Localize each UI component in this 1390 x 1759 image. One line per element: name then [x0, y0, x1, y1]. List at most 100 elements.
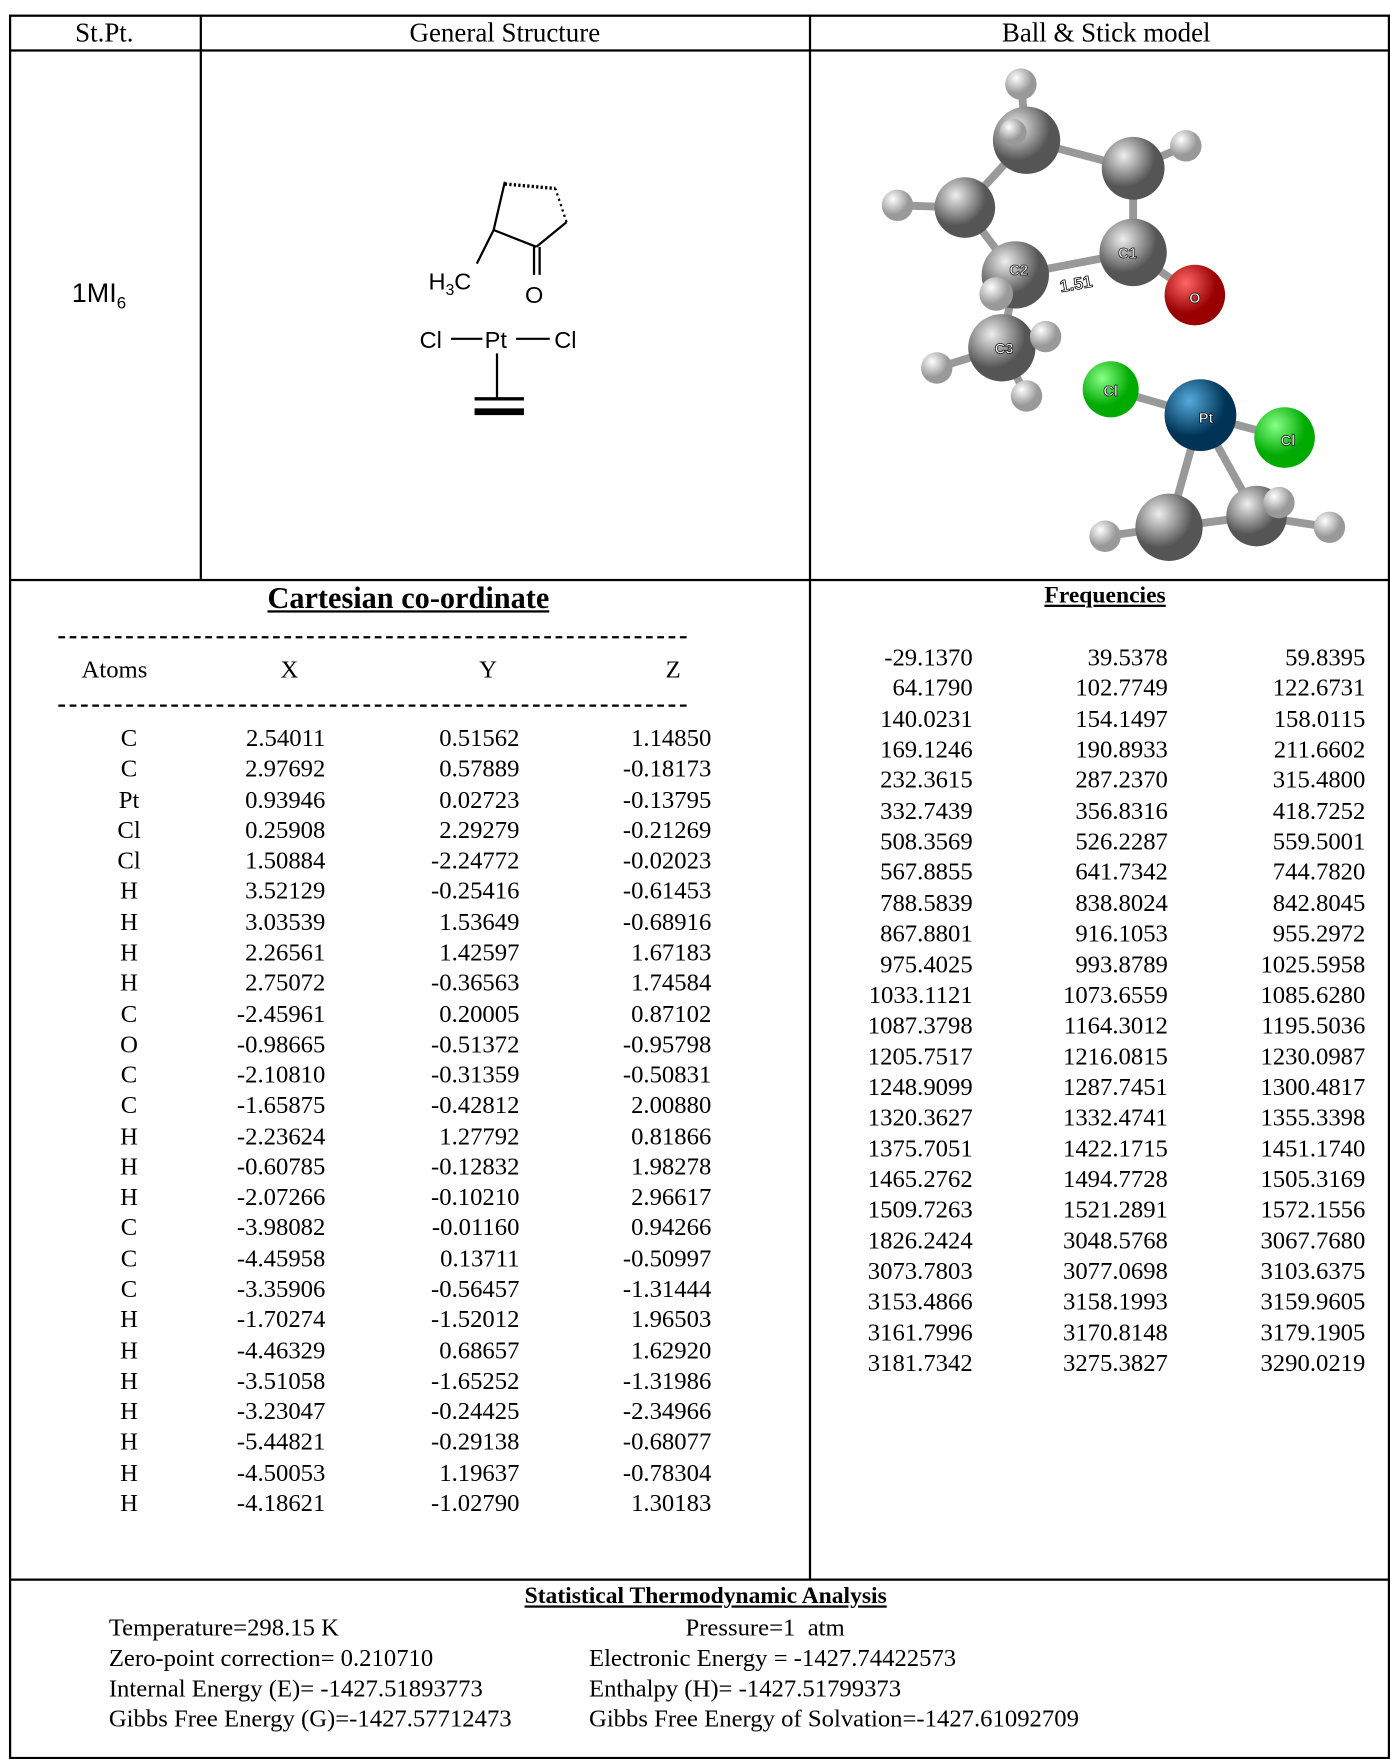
- frequency: 838.8024: [1075, 891, 1168, 916]
- frequency: 332.7439: [880, 799, 973, 824]
- coordinate: -0.98665: [237, 1032, 325, 1057]
- atom: Pt: [119, 787, 140, 812]
- coordinate: 1.19637: [439, 1460, 519, 1485]
- bond-bar: [475, 408, 524, 415]
- coordinate: -0.78304: [623, 1460, 711, 1485]
- coordinate: 0.13711: [440, 1246, 519, 1271]
- atom: Pt: [485, 327, 508, 353]
- frequency: 3048.5768: [1063, 1228, 1168, 1253]
- frequency: 102.7749: [1075, 676, 1168, 701]
- atom-ball: [1030, 321, 1061, 352]
- frequency: 211.6602: [1274, 737, 1366, 762]
- coordinate: -3.98082: [237, 1216, 325, 1241]
- bond-bar: [475, 397, 524, 400]
- coordinate: -0.95798: [623, 1032, 711, 1057]
- coordinate: -0.25416: [431, 879, 519, 904]
- atom-ball: [921, 352, 952, 383]
- coordinate: 0.93946: [245, 787, 325, 812]
- frequency: 1332.4741: [1063, 1105, 1168, 1130]
- coordinate: -0.56457: [431, 1277, 519, 1302]
- atom-ball: [1005, 68, 1036, 99]
- rule: [1388, 15, 1390, 1759]
- frequency: 1230.0987: [1260, 1044, 1365, 1069]
- coordinate: -0.68916: [623, 909, 711, 934]
- atom-ball: [882, 190, 913, 221]
- frequency: 1505.3169: [1260, 1167, 1365, 1192]
- coordinate: 1.53649: [439, 909, 519, 934]
- coordinate: -2.23624: [237, 1124, 325, 1149]
- atom: Cl: [420, 327, 442, 353]
- header-cell: General Structure: [410, 20, 601, 47]
- thermo-value: Zero-point correction= 0.210710: [109, 1646, 433, 1671]
- atom-label: C3: [995, 341, 1014, 357]
- frequency: 1085.6280: [1260, 983, 1365, 1008]
- coordinate: 1.67183: [631, 940, 711, 965]
- atom-ball: [1170, 130, 1201, 161]
- coordinate: 0.25908: [245, 818, 325, 843]
- header-cell: Ball & Stick model: [1002, 20, 1211, 47]
- coordinate: -4.46329: [237, 1338, 325, 1363]
- column-header: Z: [666, 657, 681, 682]
- coordinate: 3.52129: [245, 879, 325, 904]
- atom: H: [120, 1369, 138, 1394]
- frequency: 356.8316: [1075, 799, 1168, 824]
- coordinate: -0.42812: [431, 1093, 519, 1118]
- atom: C: [121, 1216, 137, 1241]
- atom: H: [120, 1491, 138, 1516]
- frequency: 232.3615: [880, 768, 973, 793]
- coordinate: 0.51562: [439, 726, 519, 751]
- coordinate: 2.29279: [439, 818, 519, 843]
- atom-ball: [1314, 512, 1345, 543]
- atom: C: [121, 1093, 137, 1118]
- thermo-value: Gibbs Free Energy (G)=-1427.57712473: [109, 1706, 512, 1731]
- coordinate: 1.14850: [631, 726, 711, 751]
- coordinate: 0.87102: [631, 1001, 711, 1026]
- frequency: 526.2287: [1075, 829, 1168, 854]
- coordinate: 2.96617: [631, 1185, 711, 1210]
- frequency: 3170.8148: [1063, 1320, 1168, 1345]
- atom: H: [120, 1307, 138, 1332]
- coordinate: -0.60785: [237, 1154, 325, 1179]
- atom: O: [120, 1032, 138, 1057]
- coordinate: -4.50053: [237, 1460, 325, 1485]
- frequency: 140.0231: [880, 706, 973, 731]
- coordinate: 1.30183: [631, 1491, 711, 1516]
- coordinate: -2.10810: [237, 1063, 325, 1088]
- atom: C: [454, 268, 471, 294]
- coordinate: 0.57889: [439, 756, 519, 781]
- coordinate: 0.68657: [439, 1338, 519, 1363]
- frequency: 1300.4817: [1260, 1075, 1365, 1100]
- coordinate: -0.24425: [431, 1399, 519, 1424]
- coordinate: -0.68077: [623, 1430, 711, 1455]
- atom: H: [120, 1338, 138, 1363]
- coordinate: 1.42597: [439, 940, 519, 965]
- document: St.Pt. General Structure Ball & Stick mo…: [0, 0, 1390, 1759]
- coordinate: -0.12832: [431, 1154, 519, 1179]
- coordinate: 2.97692: [245, 756, 325, 781]
- frequency: 1375.7051: [868, 1136, 973, 1161]
- atom-ball: [979, 277, 1013, 311]
- frequency: 1073.6559: [1063, 983, 1168, 1008]
- column-header: X: [281, 657, 299, 682]
- atom-ball: [1135, 494, 1202, 561]
- atom: Cl: [554, 327, 576, 353]
- thermo-value: Gibbs Free Energy of Solvation=-1427.610…: [589, 1706, 1079, 1731]
- frequency: 315.4800: [1273, 768, 1366, 793]
- thermo-value: Pressure=1 atm: [685, 1616, 844, 1641]
- atom-label: Cl: [1281, 433, 1296, 449]
- coordinate: -0.10210: [431, 1185, 519, 1210]
- coordinate: -5.44821: [237, 1430, 325, 1455]
- frequency: 867.8801: [880, 921, 973, 946]
- atom: H: [120, 909, 138, 934]
- frequency: 1164.3012: [1064, 1013, 1168, 1038]
- frequency: 1465.2762: [868, 1167, 973, 1192]
- atom-ball: [1000, 119, 1027, 146]
- frequency: 59.8395: [1285, 645, 1365, 670]
- atom-ball: [935, 177, 996, 238]
- rule: [9, 15, 1390, 17]
- atom: C: [121, 1063, 137, 1088]
- frequency: 567.8855: [880, 860, 973, 885]
- coordinate: -1.65252: [431, 1369, 519, 1394]
- coordinate: 2.75072: [245, 971, 325, 996]
- coordinate: -1.65875: [237, 1093, 325, 1118]
